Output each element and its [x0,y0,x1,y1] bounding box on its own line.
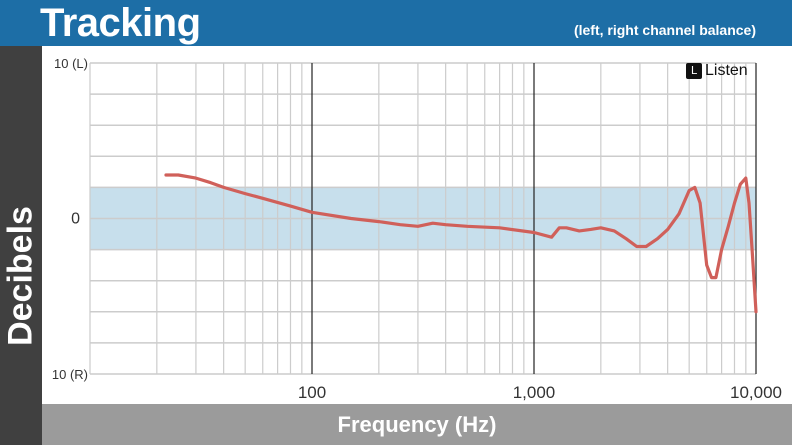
listen-logo-icon: L [686,63,702,79]
brand-logo: L Listen [686,61,748,81]
y-tick-label: 10 (R) [52,367,88,382]
x-tick-label: 1,000 [513,383,556,402]
x-tick-label: 10,000 [730,383,782,402]
y-axis-label-panel: Decibels [0,46,42,445]
x-axis-label: Frequency (Hz) [337,412,497,437]
chart-header: Tracking (left, right channel balance) [0,0,792,46]
y-tick-label: 0 [71,211,80,228]
x-axis-label-panel: Frequency (Hz) [42,404,792,445]
x-tick-label: 100 [298,383,326,402]
y-tick-label: 10 (L) [54,56,88,71]
chart-subtitle: (left, right channel balance) [573,22,756,38]
tracking-series-line [164,173,758,314]
chart-title: Tracking [40,1,201,45]
logo-text: Listen [705,62,748,79]
